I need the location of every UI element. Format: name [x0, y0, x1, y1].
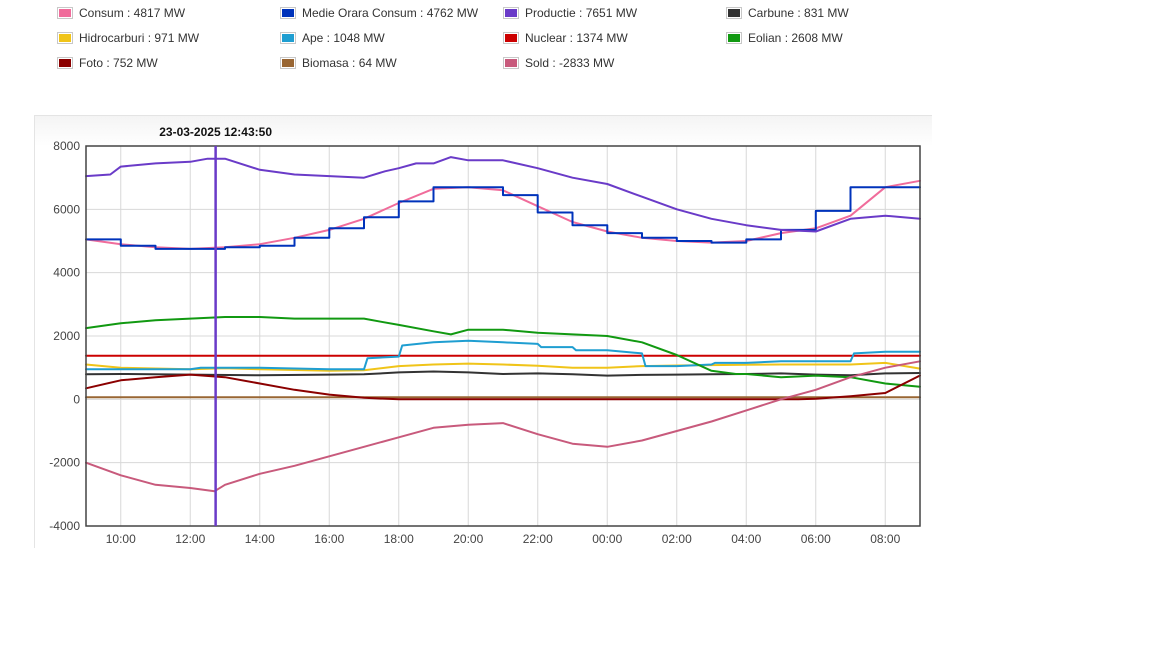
- legend-item[interactable]: Sold : -2833 MW: [503, 55, 614, 71]
- x-tick-label: 08:00: [870, 532, 900, 546]
- legend-label: Consum : 4817 MW: [79, 6, 186, 20]
- x-tick-label: 02:00: [662, 532, 692, 546]
- legend-label: Hidrocarburi : 971 MW: [79, 31, 200, 45]
- x-tick-label: 12:00: [175, 532, 205, 546]
- legend-item[interactable]: Eolian : 2608 MW: [726, 30, 843, 46]
- legend-item[interactable]: Foto : 752 MW: [57, 55, 158, 71]
- x-tick-label: 06:00: [801, 532, 831, 546]
- x-tick-label: 18:00: [384, 532, 414, 546]
- legend-label: Sold : -2833 MW: [525, 56, 615, 70]
- y-tick-label: -2000: [49, 456, 80, 470]
- y-tick-label: 0: [73, 392, 80, 406]
- legend-swatch: [57, 57, 73, 69]
- y-tick-label: 8000: [53, 139, 80, 153]
- legend-label: Ape : 1048 MW: [302, 31, 385, 45]
- series-line-ape[interactable]: [85, 339, 921, 371]
- legend-swatch: [57, 7, 73, 19]
- legend-swatch: [280, 7, 296, 19]
- y-tick-label: 6000: [53, 202, 80, 216]
- legend-swatch: [57, 32, 73, 44]
- legend-label: Medie Orara Consum : 4762 MW: [302, 6, 479, 20]
- series-line-productie[interactable]: [85, 156, 921, 233]
- chart-legend: Consum : 4817 MW Medie Orara Consum : 476…: [0, 0, 1152, 80]
- chart-panel: -4000 -2000 0 2000 4000 6000 8000 10:00 12:00 14:…: [34, 115, 932, 548]
- y-tick-label: 2000: [53, 329, 80, 343]
- legend-swatch: [726, 32, 742, 44]
- x-tick-label: 20:00: [453, 532, 483, 546]
- x-tick-label: 04:00: [731, 532, 761, 546]
- legend-item[interactable]: Ape : 1048 MW: [280, 30, 385, 46]
- x-tick-label: 10:00: [106, 532, 136, 546]
- x-tick-label: 00:00: [592, 532, 622, 546]
- legend-swatch: [503, 7, 519, 19]
- legend-item[interactable]: Biomasa : 64 MW: [280, 55, 397, 71]
- series-line-carbune[interactable]: [85, 370, 921, 377]
- series-line-eolian[interactable]: [85, 316, 921, 388]
- legend-swatch: [503, 57, 519, 69]
- crosshair-timestamp: 23-03-2025 12:43:50: [159, 125, 272, 139]
- x-tick-label: 22:00: [523, 532, 553, 546]
- legend-label: Carbune : 831 MW: [748, 6, 849, 20]
- legend-label: Eolian : 2608 MW: [748, 31, 843, 45]
- x-tick-label: 16:00: [314, 532, 344, 546]
- legend-item[interactable]: Medie Orara Consum : 4762 MW: [280, 5, 478, 21]
- series-line-foto[interactable]: [85, 373, 921, 401]
- legend-item[interactable]: Nuclear : 1374 MW: [503, 30, 628, 46]
- series-line-medie-orara-consum[interactable]: [85, 186, 921, 250]
- legend-label: Nuclear : 1374 MW: [525, 31, 628, 45]
- y-tick-label: -4000: [49, 519, 80, 533]
- legend-item[interactable]: Consum : 4817 MW: [57, 5, 185, 21]
- legend-label: Biomasa : 64 MW: [302, 56, 397, 70]
- x-tick-label: 14:00: [245, 532, 275, 546]
- legend-item[interactable]: Productie : 7651 MW: [503, 5, 637, 21]
- series-line-hidrocarburi[interactable]: [85, 361, 921, 372]
- legend-swatch: [280, 57, 296, 69]
- legend-item[interactable]: Carbune : 831 MW: [726, 5, 849, 21]
- y-tick-label: 4000: [53, 266, 80, 280]
- legend-swatch: [503, 32, 519, 44]
- line-chart[interactable]: -4000 -2000 0 2000 4000 6000 8000 10:00 12:00 14:…: [35, 116, 932, 548]
- legend-swatch: [726, 7, 742, 19]
- legend-label: Productie : 7651 MW: [525, 6, 638, 20]
- plot-border: [85, 145, 921, 527]
- legend-item[interactable]: Hidrocarburi : 971 MW: [57, 30, 199, 46]
- legend-swatch: [280, 32, 296, 44]
- legend-label: Foto : 752 MW: [79, 56, 158, 70]
